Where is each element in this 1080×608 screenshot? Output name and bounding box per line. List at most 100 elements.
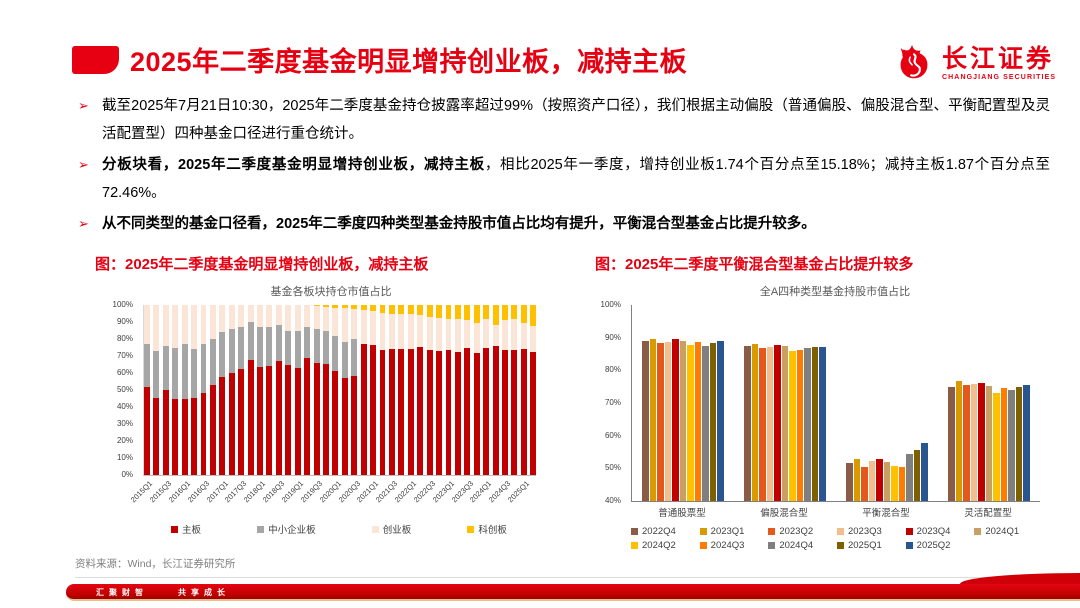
bullet-item: ➢ 从不同类型的基金口径看，2025年二季度四种类型基金持股市值占比均有提升，平衡…	[78, 210, 1050, 238]
bar	[819, 346, 826, 501]
bar-segment	[332, 335, 339, 372]
bar-segment	[162, 345, 169, 390]
bullet-arrow-icon: ➢	[78, 216, 89, 231]
bar-segment	[153, 350, 160, 398]
bar-segment	[332, 371, 339, 475]
y-tick-label: 90%	[116, 317, 133, 326]
y-tick-label: 80%	[604, 365, 621, 375]
bar	[744, 345, 751, 501]
bar-segment	[492, 305, 499, 325]
bar-segment	[530, 351, 537, 475]
chart-board-holdings: 基金各板块持仓市值占比 0% 10% 20% 30% 40% 50% 60% 70% 80% 90…	[95, 283, 545, 536]
bar-segment	[511, 350, 518, 475]
stacked-bar	[238, 305, 245, 475]
bar-segment	[144, 386, 150, 475]
bar-segment	[162, 305, 169, 346]
bar-segment	[511, 319, 518, 351]
bar-segment	[219, 332, 226, 378]
legend-swatch	[371, 525, 379, 533]
legend-label: 2024Q4	[779, 540, 814, 551]
stacked-bar	[275, 305, 282, 475]
bar-segment	[445, 350, 452, 475]
legend-swatch	[905, 528, 913, 535]
stacked-bar	[200, 305, 207, 475]
chart-right-title: 全A四种类型基金持股市值占比	[759, 286, 911, 298]
legend-swatch	[974, 528, 982, 535]
bar-segment	[341, 305, 348, 309]
category-label: 偏股混合型	[760, 508, 808, 519]
bar-segment	[436, 350, 442, 475]
bar	[759, 347, 766, 501]
stacked-bar	[511, 305, 518, 475]
y-tick-label: 100%	[112, 300, 133, 309]
legend-label: 2023Q2	[779, 526, 814, 537]
bar-segment	[370, 305, 377, 311]
bar-segment	[285, 330, 292, 365]
bullet-list: ➢ 截至2025年7月21日10:30，2025年二季度基金持仓披露率超过99%（…	[78, 92, 1050, 241]
bar-segment	[520, 305, 527, 323]
bar-segment	[398, 313, 405, 350]
stacked-bar	[257, 305, 263, 475]
bar-segment	[445, 305, 452, 319]
bar-group	[938, 305, 1040, 501]
chart-left-plot	[143, 305, 537, 476]
bar	[664, 341, 672, 501]
legend-swatch	[699, 542, 707, 549]
changjiang-emblem-icon	[891, 38, 937, 89]
bar	[978, 383, 985, 501]
stacked-bar	[228, 305, 235, 475]
bar-segment	[304, 327, 311, 358]
x-tick-slot: 2020Q1	[317, 476, 342, 522]
stacked-bar	[454, 305, 461, 475]
y-tick-label: 70%	[604, 398, 621, 407]
bar-segment	[219, 377, 226, 475]
y-tick-label: 30%	[116, 419, 133, 428]
company-logo: 长江证券 CHANGJIANG SECURITIES	[891, 38, 1056, 89]
footer-red-band: 汇聚财智 共享成长	[66, 573, 1080, 601]
bullet-item: ➢ 截至2025年7月21日10:30，2025年二季度基金持仓披露率超过99%（…	[78, 92, 1050, 148]
chart-left-legend: 主板 中小企业板 创业板 科创板	[143, 522, 535, 536]
stacked-bar	[492, 305, 499, 475]
bar-segment	[407, 314, 414, 350]
stacked-bar	[473, 305, 480, 475]
bar-segment	[388, 349, 395, 475]
bar-segment	[181, 398, 188, 475]
bar-segment	[313, 305, 320, 306]
bar-segment	[313, 305, 320, 329]
legend-swatch	[836, 528, 844, 535]
bullet-text-segment: 从不同类型的基金口径看，2025年二季度四种类型基金持股市值占比均有提升，平衡混…	[102, 216, 816, 232]
figure-right-caption: 图：2025年二季度平衡混合型基金占比提升较多	[595, 256, 914, 273]
legend-swatch	[768, 528, 776, 535]
bar-group	[734, 305, 836, 501]
bar-segment	[454, 319, 461, 352]
bar	[1023, 385, 1030, 501]
bar-segment	[209, 384, 216, 475]
bar-segment	[323, 330, 329, 364]
stacked-bar	[407, 305, 414, 475]
stacked-bar	[530, 305, 537, 475]
legend-swatch	[257, 525, 265, 533]
bar-segment	[181, 344, 188, 399]
legend-swatch	[699, 528, 707, 535]
legend-item: 2024Q4	[768, 540, 837, 551]
bar-segment	[483, 348, 490, 475]
bar-segment	[426, 350, 433, 475]
stacked-bar	[360, 305, 367, 475]
bar-segment	[247, 322, 254, 361]
bar-segment	[379, 305, 386, 313]
bar-segment	[388, 313, 395, 350]
stacked-bar	[370, 305, 377, 475]
legend-label: 2025Q1	[847, 540, 882, 551]
legend-swatch	[171, 525, 179, 533]
stacked-bar	[323, 305, 329, 475]
bullet-arrow-icon: ➢	[78, 98, 89, 113]
chart-right-y-axis: 40% 50% 60% 70% 80% 90% 100%	[595, 300, 625, 505]
y-tick-label: 0%	[121, 470, 133, 479]
bar	[891, 465, 898, 501]
legend-label: 2024Q1	[985, 526, 1020, 537]
bar-group	[632, 305, 734, 501]
chart-right-category-labels: 普通股票型 偏股混合型 平衡混合型 灵活配置型	[631, 505, 1039, 519]
legend-label: 中小企业板	[268, 525, 316, 536]
bar-segment	[191, 397, 198, 475]
legend-item: 2024Q3	[699, 540, 769, 551]
